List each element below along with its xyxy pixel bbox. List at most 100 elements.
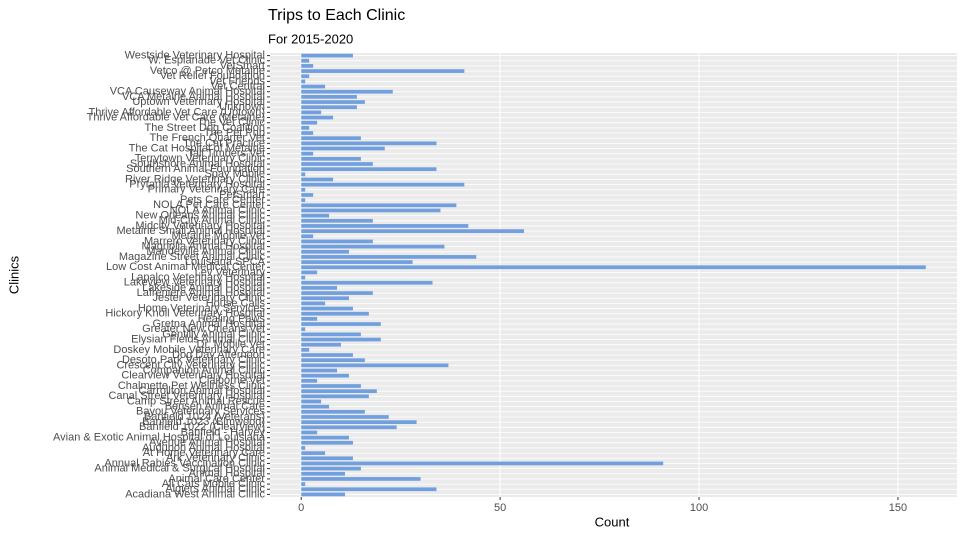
x-tick-label: 0 bbox=[298, 502, 304, 514]
y-tick-label: Banfield 1023 (Elmwood) bbox=[142, 416, 265, 428]
y-tick-label: River Ridge Veterinary Clinic bbox=[125, 173, 265, 185]
y-tick-label: Banfield - Harvey bbox=[181, 426, 266, 438]
bar bbox=[301, 451, 326, 455]
bar bbox=[301, 456, 353, 461]
y-tick-label: Canal Street Veterinary Hospital bbox=[108, 390, 265, 402]
bar bbox=[301, 229, 524, 233]
bar bbox=[301, 306, 353, 311]
bar bbox=[301, 280, 433, 285]
y-tick-label: Gentilly Animal Clinic bbox=[162, 328, 265, 340]
y-tick-label: Lev Veterinary bbox=[195, 266, 266, 278]
bar bbox=[301, 64, 314, 68]
bar bbox=[301, 260, 413, 264]
bar bbox=[301, 440, 353, 445]
bar bbox=[301, 95, 357, 99]
y-tick-label: New Orleans Animal Clinic bbox=[135, 210, 265, 222]
y-tick-label: Bensen Animal Care bbox=[165, 401, 265, 413]
bar bbox=[301, 492, 345, 497]
y-tick-label: VCA Metairie Animal Hospital bbox=[122, 91, 265, 103]
bar bbox=[301, 353, 353, 357]
y-tick-label: Doskey Mobile Veterinary Care bbox=[113, 344, 265, 356]
y-tick-label: Avian & Exotic Animal Hospital of Louisi… bbox=[53, 432, 266, 444]
plot-background bbox=[270, 53, 957, 497]
y-tick-label: Animal Medical & Surgical Hospital bbox=[94, 463, 265, 475]
y-tick-label: Annual Rabies Vaccination Clinic bbox=[104, 457, 265, 469]
bar bbox=[301, 203, 457, 208]
bar bbox=[301, 461, 664, 466]
y-tick-label: Claiborne Vet bbox=[199, 375, 265, 387]
y-tick-label: VetSmart bbox=[220, 60, 265, 72]
bar bbox=[301, 435, 349, 440]
bar bbox=[301, 399, 322, 404]
bar bbox=[301, 358, 365, 363]
bar bbox=[301, 384, 361, 388]
bar bbox=[301, 172, 306, 177]
y-tick-label: Gretna Animal Hospital bbox=[153, 318, 266, 330]
y-tick-label: Lakeview Veterinary Hospital bbox=[124, 277, 265, 289]
y-tick-label: Metairie Small Animal Hospital bbox=[116, 225, 265, 237]
y-tick-label: Midcity Veterinary Hospital bbox=[135, 220, 265, 232]
bar bbox=[301, 58, 310, 63]
y-tick-label: Vet Relief Foundation bbox=[160, 70, 265, 82]
y-tick-label: Hickory Knoll Veterinary Hospital bbox=[105, 308, 265, 320]
bar bbox=[301, 420, 417, 424]
y-tick-label: Metairie Mobile Vet bbox=[171, 230, 265, 242]
y-tick-label: Lafreniere Animal Hospital bbox=[137, 287, 265, 299]
y-tick-label: At Home Veterinary Care bbox=[143, 447, 265, 459]
y-tick-label: NOLA Animal Clinic bbox=[170, 204, 266, 216]
x-axis-label: Count bbox=[595, 514, 630, 529]
bar bbox=[301, 131, 314, 135]
y-tick-label: VCA Causeway Animal Hospital bbox=[110, 86, 265, 98]
bar bbox=[301, 141, 437, 146]
bar bbox=[301, 74, 310, 79]
y-tick-label: Vet Friends bbox=[209, 75, 265, 87]
bar bbox=[301, 275, 306, 280]
bar bbox=[301, 84, 326, 89]
y-tick-label: Ark Veterinary Clinic bbox=[166, 452, 266, 464]
bar bbox=[301, 378, 318, 383]
bar bbox=[301, 198, 306, 202]
bar bbox=[301, 182, 465, 187]
x-tick-label: 150 bbox=[889, 502, 907, 514]
bar bbox=[301, 234, 314, 239]
bar bbox=[301, 482, 306, 486]
y-tick-label: Spay Mobile bbox=[204, 168, 265, 180]
y-tick-label: Carrollton Animal Hospital bbox=[138, 385, 265, 397]
y-tick-label: All Cats Mobile Clinic bbox=[162, 478, 266, 490]
y-tick-label: Lakeside Animal Hospital bbox=[142, 282, 265, 294]
y-tick-label: Healing Paws bbox=[198, 313, 266, 325]
bar bbox=[301, 409, 365, 414]
bar bbox=[301, 286, 338, 290]
bar bbox=[301, 193, 314, 197]
bar bbox=[301, 239, 373, 244]
y-tick-label: Mandeville Animal Clinic bbox=[146, 246, 265, 258]
y-tick-label: The Cat Hospital of Metairie bbox=[129, 142, 265, 154]
bar bbox=[301, 115, 334, 120]
bar bbox=[301, 136, 361, 141]
y-tick-label: Acadiana West Animal Clinic bbox=[125, 488, 265, 500]
bar bbox=[301, 151, 314, 156]
bar bbox=[301, 187, 306, 192]
y-tick-label: Home Veterinary Services bbox=[138, 302, 266, 314]
y-tick-label: Camp Street Animal Rescue bbox=[127, 395, 265, 407]
y-tick-label: Uptown Veterinary Hospital bbox=[132, 96, 265, 108]
plot: 0 50 100 150 Westside Veterinary HospitalW. … bbox=[53, 49, 957, 514]
bar bbox=[301, 146, 385, 151]
bar bbox=[301, 105, 357, 110]
bar bbox=[301, 110, 322, 115]
bar bbox=[301, 477, 421, 481]
bar bbox=[301, 301, 326, 306]
y-tick-label: Desoto Park Veterinary Clinic bbox=[122, 354, 266, 366]
y-tick-label: Low Cost Animal Medical Center bbox=[106, 261, 265, 273]
y-tick-label: The Pet Pub bbox=[204, 127, 265, 139]
bar bbox=[301, 291, 373, 295]
y-tick-label: Elysian Fields Animal Clinic bbox=[131, 333, 265, 345]
bar bbox=[301, 317, 318, 321]
bar bbox=[301, 311, 369, 316]
y-tick-label: Dog Day Afternoon bbox=[172, 349, 265, 361]
bar bbox=[301, 430, 318, 435]
y-tick-label: Pets Care Center bbox=[180, 194, 265, 206]
y-tick-label: Audubon Animal Hospital bbox=[142, 442, 265, 454]
y-tick-label: Animal Hospital bbox=[189, 468, 265, 480]
bar bbox=[301, 53, 353, 58]
